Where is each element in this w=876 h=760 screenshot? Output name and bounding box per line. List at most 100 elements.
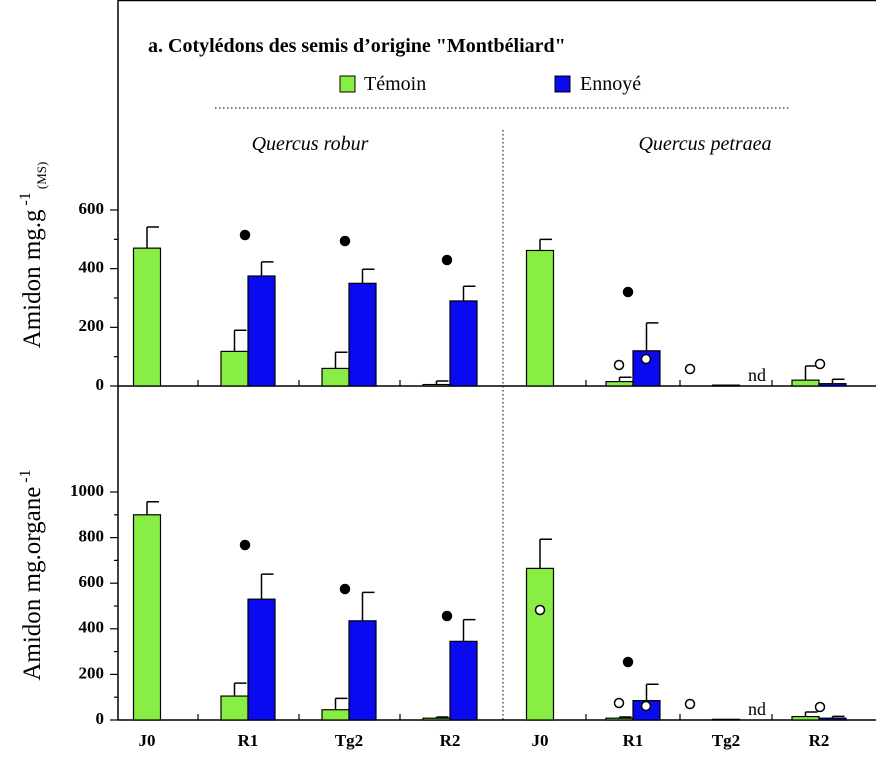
y-axis-label: Amidon mg.g -1(MS) (17, 162, 49, 349)
bar (132, 514, 162, 721)
y-tick-label: 0 (96, 375, 105, 394)
error-bar (334, 697, 348, 710)
open-marker (684, 363, 696, 375)
error-bar (146, 226, 159, 249)
bar (449, 640, 478, 721)
error-bar (804, 365, 818, 381)
error-bar (435, 380, 449, 385)
error-bar (831, 378, 845, 384)
error-bar (233, 329, 247, 352)
x-tick-label: R2 (440, 731, 461, 750)
bar (422, 383, 451, 387)
y-tick-label: 600 (79, 572, 105, 591)
y-tick-label: 0 (96, 709, 105, 728)
bar (422, 717, 451, 721)
bar (220, 695, 249, 721)
filled-marker (441, 610, 453, 622)
y-axis-label-sub: (MS) (34, 162, 49, 189)
bar (605, 381, 634, 387)
error-bar (361, 591, 375, 621)
y-axis-label-main: Amidon mg.organe (19, 487, 46, 681)
bar (247, 598, 276, 721)
bar (711, 384, 741, 387)
bar (321, 367, 350, 387)
legend-swatch (339, 75, 356, 93)
chart-title: a. Cotylédons des semis d’origine "Montb… (148, 35, 566, 57)
y-axis-label: Amidon mg.organe -1 (17, 469, 46, 680)
error-bar (539, 538, 552, 569)
y-tick-label: 400 (79, 618, 105, 637)
y-tick-label: 200 (79, 316, 105, 335)
y-tick-label: 400 (79, 258, 105, 277)
open-marker (613, 359, 625, 371)
bar (132, 247, 162, 387)
open-marker (534, 604, 546, 616)
filled-marker (622, 286, 634, 298)
error-bar (645, 683, 659, 701)
bar (605, 717, 634, 721)
y-tick-label: 1000 (70, 481, 104, 500)
error-bar (334, 351, 348, 369)
x-tick-label: J0 (139, 731, 156, 750)
bar (818, 383, 847, 387)
error-bar (618, 376, 632, 382)
error-bar (539, 238, 552, 251)
error-bar (804, 711, 818, 717)
open-marker (814, 701, 826, 713)
error-bar (361, 268, 375, 284)
annotation: nd (748, 699, 766, 719)
filled-marker (239, 229, 251, 241)
error-bar (260, 573, 274, 600)
filled-marker (339, 235, 351, 247)
error-bar (831, 715, 845, 719)
bar (791, 715, 820, 721)
x-tick-label: Tg2 (335, 731, 363, 750)
open-marker (814, 358, 826, 370)
error-bar (618, 716, 632, 719)
open-marker (640, 353, 652, 365)
annotation: nd (748, 365, 766, 385)
bar (818, 717, 847, 721)
x-tick-label: R1 (238, 731, 259, 750)
error-bar (435, 716, 449, 719)
y-tick-label: 600 (79, 199, 105, 218)
open-marker (613, 697, 625, 709)
error-bar (260, 261, 274, 276)
bar (348, 620, 377, 721)
x-tick-label: Tg2 (712, 731, 740, 750)
y-axis-label-main: Amidon mg.g (19, 209, 46, 348)
bar (525, 567, 555, 721)
y-tick-label: 200 (79, 663, 105, 682)
filled-marker (339, 583, 351, 595)
bar (449, 300, 478, 387)
y-tick-label: 800 (79, 527, 105, 546)
bar (791, 379, 820, 387)
error-bar (233, 682, 247, 697)
x-tick-label: J0 (532, 731, 549, 750)
legend-label: Ennoyé (580, 73, 641, 95)
x-tick-label: R1 (623, 731, 644, 750)
y-axis-label-sup: -1 (17, 192, 34, 205)
bar (711, 718, 741, 721)
error-bar (645, 322, 659, 351)
bar (220, 350, 249, 387)
filled-marker (239, 539, 251, 551)
error-bar (146, 501, 159, 515)
group-label: Quercus robur (252, 133, 369, 155)
open-marker (640, 700, 652, 712)
bar (525, 249, 555, 387)
error-bar (462, 618, 476, 642)
legend-label: Témoin (364, 73, 426, 95)
open-marker (684, 698, 696, 710)
error-bar (462, 285, 476, 301)
bar (348, 282, 377, 387)
bar (247, 275, 276, 387)
y-axis-label-sup: -1 (17, 469, 34, 482)
bar (321, 709, 350, 721)
filled-marker (622, 656, 634, 668)
x-tick-label: R2 (809, 731, 830, 750)
filled-marker (441, 254, 453, 266)
significance-markers (239, 229, 826, 713)
